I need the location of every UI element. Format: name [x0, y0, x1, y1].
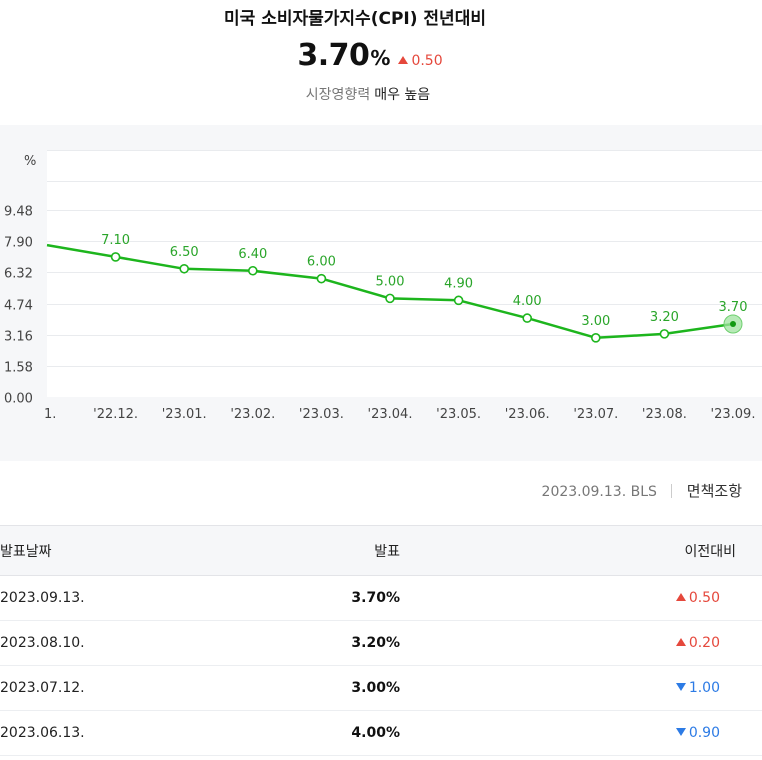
row-value: 4.00%	[260, 711, 400, 756]
line-chart: 0.00 1.58 3.16 4.74 6.32 7.90 9.48% 1. '22.12. '2…	[4, 150, 762, 422]
row-change-text: 1.00	[688, 680, 720, 696]
data-point	[385, 293, 395, 304]
x-tick-label: '23.05.	[436, 407, 481, 422]
row-change-text: 0.90	[688, 725, 720, 741]
value-number: 3.70	[297, 38, 370, 73]
x-tick-label: '23.06.	[505, 407, 550, 422]
page-title: 미국 소비자물가지수(CPI) 전년대비	[224, 9, 486, 29]
source-date: 2023.09.13.	[541, 484, 627, 500]
x-tick-label: 1.	[44, 407, 56, 422]
data-point	[110, 252, 121, 262]
influence-label: 시장영향력	[305, 87, 371, 103]
data-point	[453, 295, 464, 306]
col-header-value: 발표	[374, 543, 400, 560]
data-point	[179, 263, 189, 274]
influence-value: 매우 높음	[374, 87, 431, 103]
row-value-text: 3.00%	[351, 680, 400, 696]
row-change: 0.50	[400, 576, 762, 621]
row-date: 2023.06.13.	[0, 725, 85, 741]
data-label: 3.20	[650, 310, 679, 325]
table-header-row: 발표날짜 발표 이전대비	[0, 525, 762, 576]
row-date: 2023.09.13.	[0, 590, 85, 606]
x-tick-label: '23.09.	[711, 407, 756, 422]
x-tick-label: '23.04.	[368, 407, 413, 422]
data-label: 7.10	[101, 233, 130, 248]
disclaimer-link[interactable]: 면책조항	[686, 482, 742, 500]
table-row: 2023.07.12. 3.00% 1.00	[0, 666, 762, 711]
table-row: 2023.08.10. 3.20% 0.20	[0, 621, 762, 666]
table-row: 2023.06.13. 4.00% 0.90	[0, 711, 762, 756]
y-tick-label: 0.00	[4, 392, 33, 407]
up-triangle-icon	[675, 593, 686, 601]
row-change: 0.20	[400, 621, 762, 666]
row-change: 0.90	[400, 711, 762, 756]
data-point	[522, 313, 533, 323]
chart-panel: 0.00 1.58 3.16 4.74 6.32 7.90 9.48% 1. '22.12. '2…	[0, 125, 762, 461]
up-triangle-icon	[675, 638, 686, 646]
data-point	[659, 329, 670, 339]
market-influence: 시장영향력 매우 높음	[0, 84, 736, 104]
source-info: 2023.09.13. BLS 면책조항	[542, 480, 742, 501]
col-header-change: 이전대비	[684, 543, 736, 560]
y-tick-label: 3.16	[4, 330, 33, 345]
data-label: 6.40	[238, 247, 267, 262]
row-value-text: 3.70%	[351, 590, 400, 606]
table-row: 2023.09.13. 3.70% 0.50	[0, 576, 762, 621]
down-triangle-icon	[675, 728, 686, 736]
plot-area	[47, 150, 762, 397]
x-tick-label: '22.12.	[93, 407, 138, 422]
col-header-date: 발표날짜	[0, 543, 52, 560]
down-triangle-icon	[675, 683, 686, 691]
row-change: 1.00	[400, 666, 762, 711]
data-label: 5.00	[376, 274, 405, 289]
y-tick-label: 9.48	[4, 205, 33, 220]
x-tick-label: '23.02.	[230, 407, 275, 422]
release-table: 발표날짜 발표 이전대비 2023.09.13. 3.70% 0.50 2023.08…	[0, 525, 762, 756]
x-tick-label: '23.08.	[642, 407, 687, 422]
row-date: 2023.08.10.	[0, 635, 85, 651]
table-body: 2023.09.13. 3.70% 0.50 2023.08.10. 3.20% 0.20…	[0, 576, 762, 756]
data-label: 6.00	[307, 255, 336, 270]
row-value-text: 4.00%	[351, 725, 400, 741]
row-value: 3.20%	[260, 621, 400, 666]
y-tick-label: 6.32	[4, 267, 33, 282]
data-label: 3.00	[581, 314, 610, 329]
row-change-text: 0.50	[688, 590, 720, 606]
row-change-text: 0.20	[688, 635, 720, 651]
data-label: 4.90	[444, 276, 473, 291]
divider	[671, 484, 673, 498]
value-change-text: 0.50	[411, 53, 443, 69]
data-point	[248, 265, 258, 276]
x-tick-label: '23.01.	[162, 407, 207, 422]
row-value: 3.70%	[260, 576, 400, 621]
data-point	[730, 321, 736, 328]
value-change: 0.50	[398, 53, 443, 69]
row-value-text: 3.20%	[351, 635, 400, 651]
data-point	[316, 273, 327, 284]
y-tick-label: 4.74	[4, 299, 33, 314]
data-label: 6.50	[170, 245, 199, 260]
row-date: 2023.07.12.	[0, 680, 85, 696]
x-tick-label: '23.07.	[573, 407, 618, 422]
data-label: 4.00	[513, 294, 542, 309]
data-label: 3.70	[719, 300, 748, 315]
row-value: 3.00%	[260, 666, 400, 711]
data-point	[590, 333, 601, 343]
y-tick-label: 1.58	[4, 361, 33, 376]
x-tick-label: '23.03.	[299, 407, 344, 422]
up-triangle-icon	[398, 56, 409, 64]
source-org: BLS	[630, 484, 657, 500]
current-value: 3.70% 0.50	[0, 38, 740, 73]
y-tick-label: 7.90	[4, 236, 33, 251]
y-axis-unit: %	[24, 154, 36, 169]
value-unit: %	[370, 46, 391, 70]
